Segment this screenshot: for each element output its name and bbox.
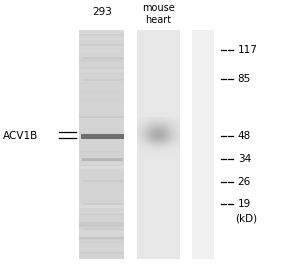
Bar (79, 182, 126, 184)
Bar (79, 211, 126, 213)
Bar (81, 134, 125, 139)
Bar (79, 132, 126, 135)
Bar (214, 10, 283, 264)
Text: 117: 117 (238, 45, 258, 55)
Bar (79, 253, 126, 255)
Bar (79, 212, 126, 213)
Text: 293: 293 (93, 7, 113, 17)
Bar (79, 164, 126, 167)
Bar (79, 38, 126, 40)
Bar (79, 46, 126, 48)
Bar (134, 30, 183, 259)
Bar (79, 44, 126, 47)
Bar (83, 56, 123, 59)
Bar (79, 240, 126, 241)
Bar (79, 163, 126, 167)
Bar (79, 222, 126, 225)
Text: ACV1B: ACV1B (3, 131, 38, 141)
Bar (79, 214, 126, 215)
Bar (79, 223, 126, 226)
Bar (79, 116, 126, 118)
Bar (124, 30, 128, 259)
Bar (79, 99, 126, 102)
Bar (79, 252, 126, 254)
Bar (83, 228, 123, 230)
Bar (79, 70, 126, 72)
Bar (79, 189, 126, 190)
Bar (79, 240, 126, 243)
Bar (79, 80, 126, 82)
Bar (79, 205, 126, 207)
Bar (83, 79, 123, 82)
Bar (82, 158, 123, 161)
Bar (79, 174, 126, 176)
Bar (79, 82, 126, 84)
Bar (79, 73, 126, 75)
Bar (79, 50, 126, 52)
Bar (79, 112, 126, 113)
Bar (187, 30, 192, 259)
Bar (79, 225, 126, 227)
Bar (79, 237, 126, 239)
Bar (83, 180, 123, 182)
Bar (79, 152, 126, 155)
Bar (79, 30, 126, 32)
Text: mouse
heart: mouse heart (142, 3, 175, 25)
Bar (79, 237, 126, 240)
Bar (0, 10, 79, 264)
Bar (132, 30, 136, 259)
Bar (79, 114, 126, 116)
Bar (79, 205, 126, 208)
Bar (83, 203, 123, 205)
Bar (79, 167, 126, 168)
Bar (79, 90, 126, 93)
Bar (79, 60, 126, 62)
Text: 19: 19 (238, 199, 251, 209)
Bar (79, 166, 126, 169)
Bar (0, 259, 283, 264)
Bar (79, 67, 126, 69)
Text: 34: 34 (238, 154, 251, 164)
Bar (79, 151, 126, 154)
Bar (79, 30, 126, 259)
Bar (79, 155, 126, 156)
Text: 48: 48 (238, 131, 251, 141)
Text: 26: 26 (238, 177, 251, 187)
Bar (79, 44, 126, 45)
Text: (kD): (kD) (235, 213, 257, 223)
Bar (79, 237, 126, 239)
Bar (0, 10, 283, 30)
Bar (79, 248, 126, 249)
Bar (79, 134, 126, 136)
Bar (181, 30, 185, 259)
Bar (79, 34, 126, 36)
Bar (190, 30, 214, 259)
Bar (79, 77, 126, 81)
Text: 85: 85 (238, 74, 251, 84)
Bar (79, 232, 126, 235)
Bar (79, 30, 126, 34)
Bar (79, 58, 126, 60)
